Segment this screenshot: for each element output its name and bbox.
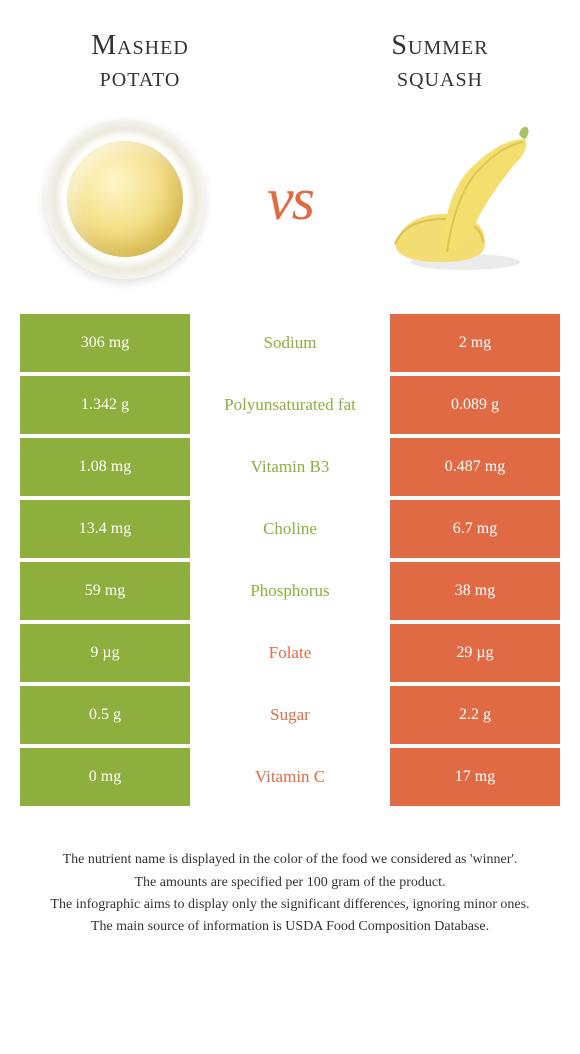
left-food-title: Mashed potato — [50, 30, 230, 94]
nutrient-row: 59 mgPhosphorus38 mg — [20, 562, 560, 624]
left-value: 1.08 mg — [20, 438, 190, 500]
left-value: 59 mg — [20, 562, 190, 624]
nutrient-name: Vitamin C — [190, 748, 390, 810]
summer-squash-icon — [375, 124, 535, 274]
nutrient-row: 13.4 mgCholine6.7 mg — [20, 500, 560, 562]
nutrient-row: 306 mgSodium2 mg — [20, 314, 560, 376]
right-value: 6.7 mg — [390, 500, 560, 562]
right-value: 0.089 g — [390, 376, 560, 438]
right-value: 0.487 mg — [390, 438, 560, 500]
footer-line: The nutrient name is displayed in the co… — [20, 850, 560, 870]
left-value: 0.5 g — [20, 686, 190, 748]
nutrient-table: 306 mgSodium2 mg1.342 gPolyunsaturated f… — [20, 314, 560, 810]
right-food-image — [370, 114, 540, 284]
mashed-potato-icon — [45, 119, 205, 279]
nutrient-name: Folate — [190, 624, 390, 686]
left-value: 1.342 g — [20, 376, 190, 438]
left-value: 13.4 mg — [20, 500, 190, 562]
nutrient-name: Choline — [190, 500, 390, 562]
footer-line: The amounts are specified per 100 gram o… — [20, 873, 560, 893]
right-value: 2.2 g — [390, 686, 560, 748]
nutrient-row: 1.08 mgVitamin B30.487 mg — [20, 438, 560, 500]
footer-line: The main source of information is USDA F… — [20, 917, 560, 937]
left-value: 9 µg — [20, 624, 190, 686]
header: Mashed potato Summer squash — [0, 0, 580, 104]
right-value: 2 mg — [390, 314, 560, 376]
images-row: vs — [0, 104, 580, 314]
nutrient-row: 9 µgFolate29 µg — [20, 624, 560, 686]
right-value: 38 mg — [390, 562, 560, 624]
nutrient-name: Vitamin B3 — [190, 438, 390, 500]
nutrient-row: 0 mgVitamin C17 mg — [20, 748, 560, 810]
nutrient-name: Phosphorus — [190, 562, 390, 624]
right-food-title: Summer squash — [350, 30, 530, 94]
nutrient-name: Sodium — [190, 314, 390, 376]
footer-notes: The nutrient name is displayed in the co… — [20, 850, 560, 937]
footer-line: The infographic aims to display only the… — [20, 895, 560, 915]
nutrient-row: 1.342 gPolyunsaturated fat0.089 g — [20, 376, 560, 438]
left-value: 306 mg — [20, 314, 190, 376]
right-value: 29 µg — [390, 624, 560, 686]
vs-label: vs — [267, 165, 313, 234]
left-value: 0 mg — [20, 748, 190, 810]
nutrient-name: Sugar — [190, 686, 390, 748]
nutrient-name: Polyunsaturated fat — [190, 376, 390, 438]
left-food-image — [40, 114, 210, 284]
right-value: 17 mg — [390, 748, 560, 810]
nutrient-row: 0.5 gSugar2.2 g — [20, 686, 560, 748]
